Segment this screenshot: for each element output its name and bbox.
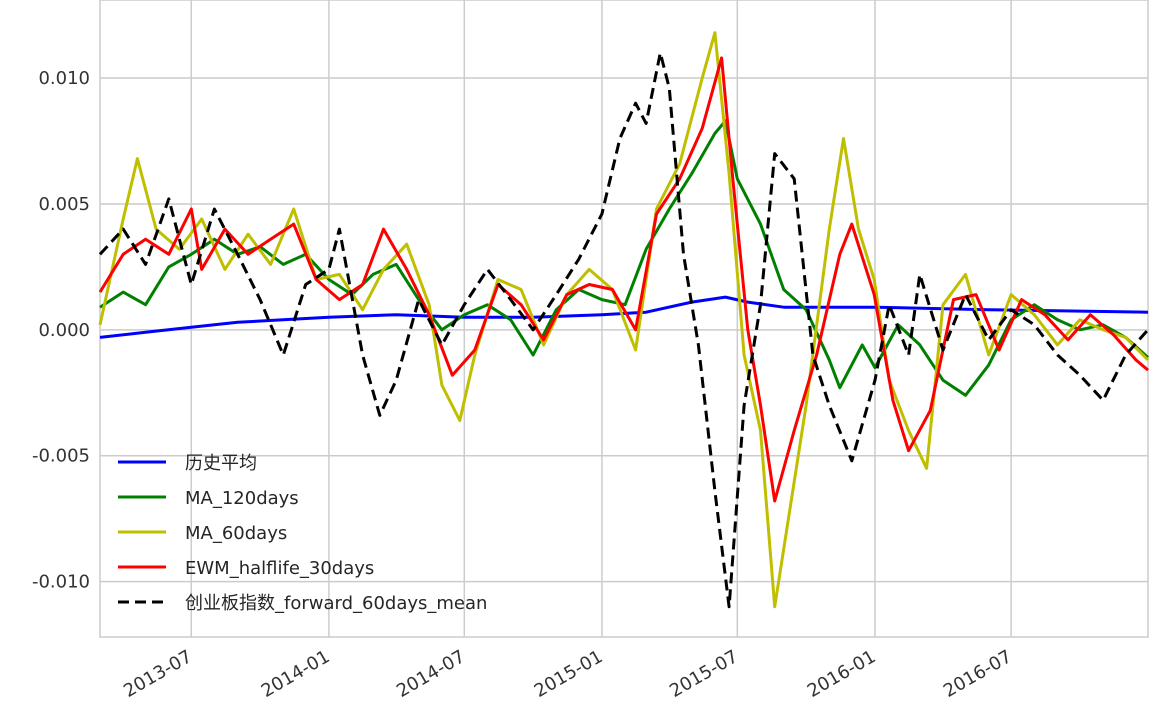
y-tick-label: -0.010 <box>32 572 90 593</box>
series-lines <box>98 31 1150 609</box>
x-tick-label: 2016-01 <box>804 646 880 702</box>
x-tick-label: 2016-07 <box>940 646 1016 702</box>
legend-label-2: MA_60days <box>185 523 287 544</box>
x-tick-label: 2014-01 <box>258 646 334 702</box>
x-axis-ticks: 2013-07 2014-01 2014-07 2015-01 2015-07 2016-… <box>120 646 1015 702</box>
series-line-1 <box>99 119 1150 397</box>
x-tick-label: 2014-07 <box>393 646 469 702</box>
legend-label-0: 历史平均 <box>185 453 257 474</box>
grid <box>100 0 1148 637</box>
legend-label-4: 创业板指数_forward_60days_mean <box>185 593 487 614</box>
legend: 历史平均 MA_120days MA_60days EWM_halflife_30da… <box>118 453 487 614</box>
y-tick-label: 0.000 <box>38 320 90 341</box>
legend-label-1: MA_120days <box>185 488 299 509</box>
legend-label-3: EWM_halflife_30days <box>185 558 374 579</box>
x-tick-label: 2015-07 <box>666 646 742 702</box>
x-tick-label: 2015-01 <box>531 646 607 702</box>
series-line-0 <box>99 295 1149 339</box>
y-tick-label: -0.005 <box>32 446 90 467</box>
series-line-3 <box>98 56 1149 503</box>
series-line-4 <box>98 51 1150 609</box>
y-tick-label: 0.005 <box>38 194 90 215</box>
y-tick-label: 0.010 <box>38 68 90 89</box>
x-tick-label: 2013-07 <box>120 646 196 702</box>
y-axis-ticks: 0.010 0.005 0.000 -0.005 -0.010 <box>32 68 90 593</box>
